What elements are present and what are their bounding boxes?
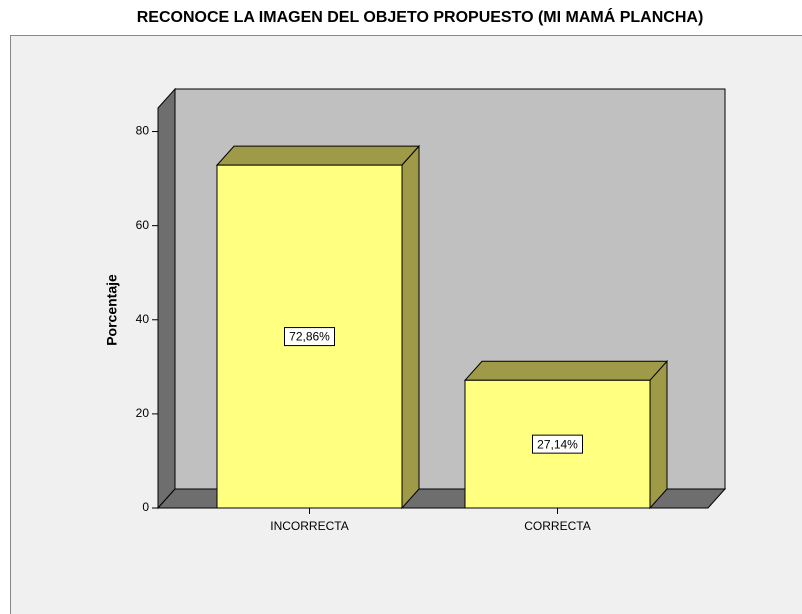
y-tick-label: 20 (136, 406, 150, 420)
value-label-box (284, 327, 335, 347)
y-tick-label: 80 (136, 124, 150, 138)
side-wall (157, 87, 176, 510)
x-tick-label: CORRECTA (524, 519, 590, 533)
bar-top (215, 145, 421, 166)
y-tick-label: 60 (136, 218, 150, 232)
chart-title: RECONOCE LA IMAGEN DEL OBJETO PROPUESTO … (137, 7, 704, 26)
value-label: 72,86% (289, 330, 330, 344)
value-label: 27,14% (537, 437, 578, 451)
bar-side (649, 359, 668, 510)
y-tick-label: 40 (136, 312, 150, 326)
bar-side (401, 144, 420, 510)
y-axis-label: Porcentaje (104, 274, 120, 346)
bar-top (463, 360, 669, 381)
value-label-box (532, 434, 583, 454)
x-tick-label: INCORRECTA (270, 519, 348, 533)
y-tick-label: 0 (142, 500, 149, 514)
